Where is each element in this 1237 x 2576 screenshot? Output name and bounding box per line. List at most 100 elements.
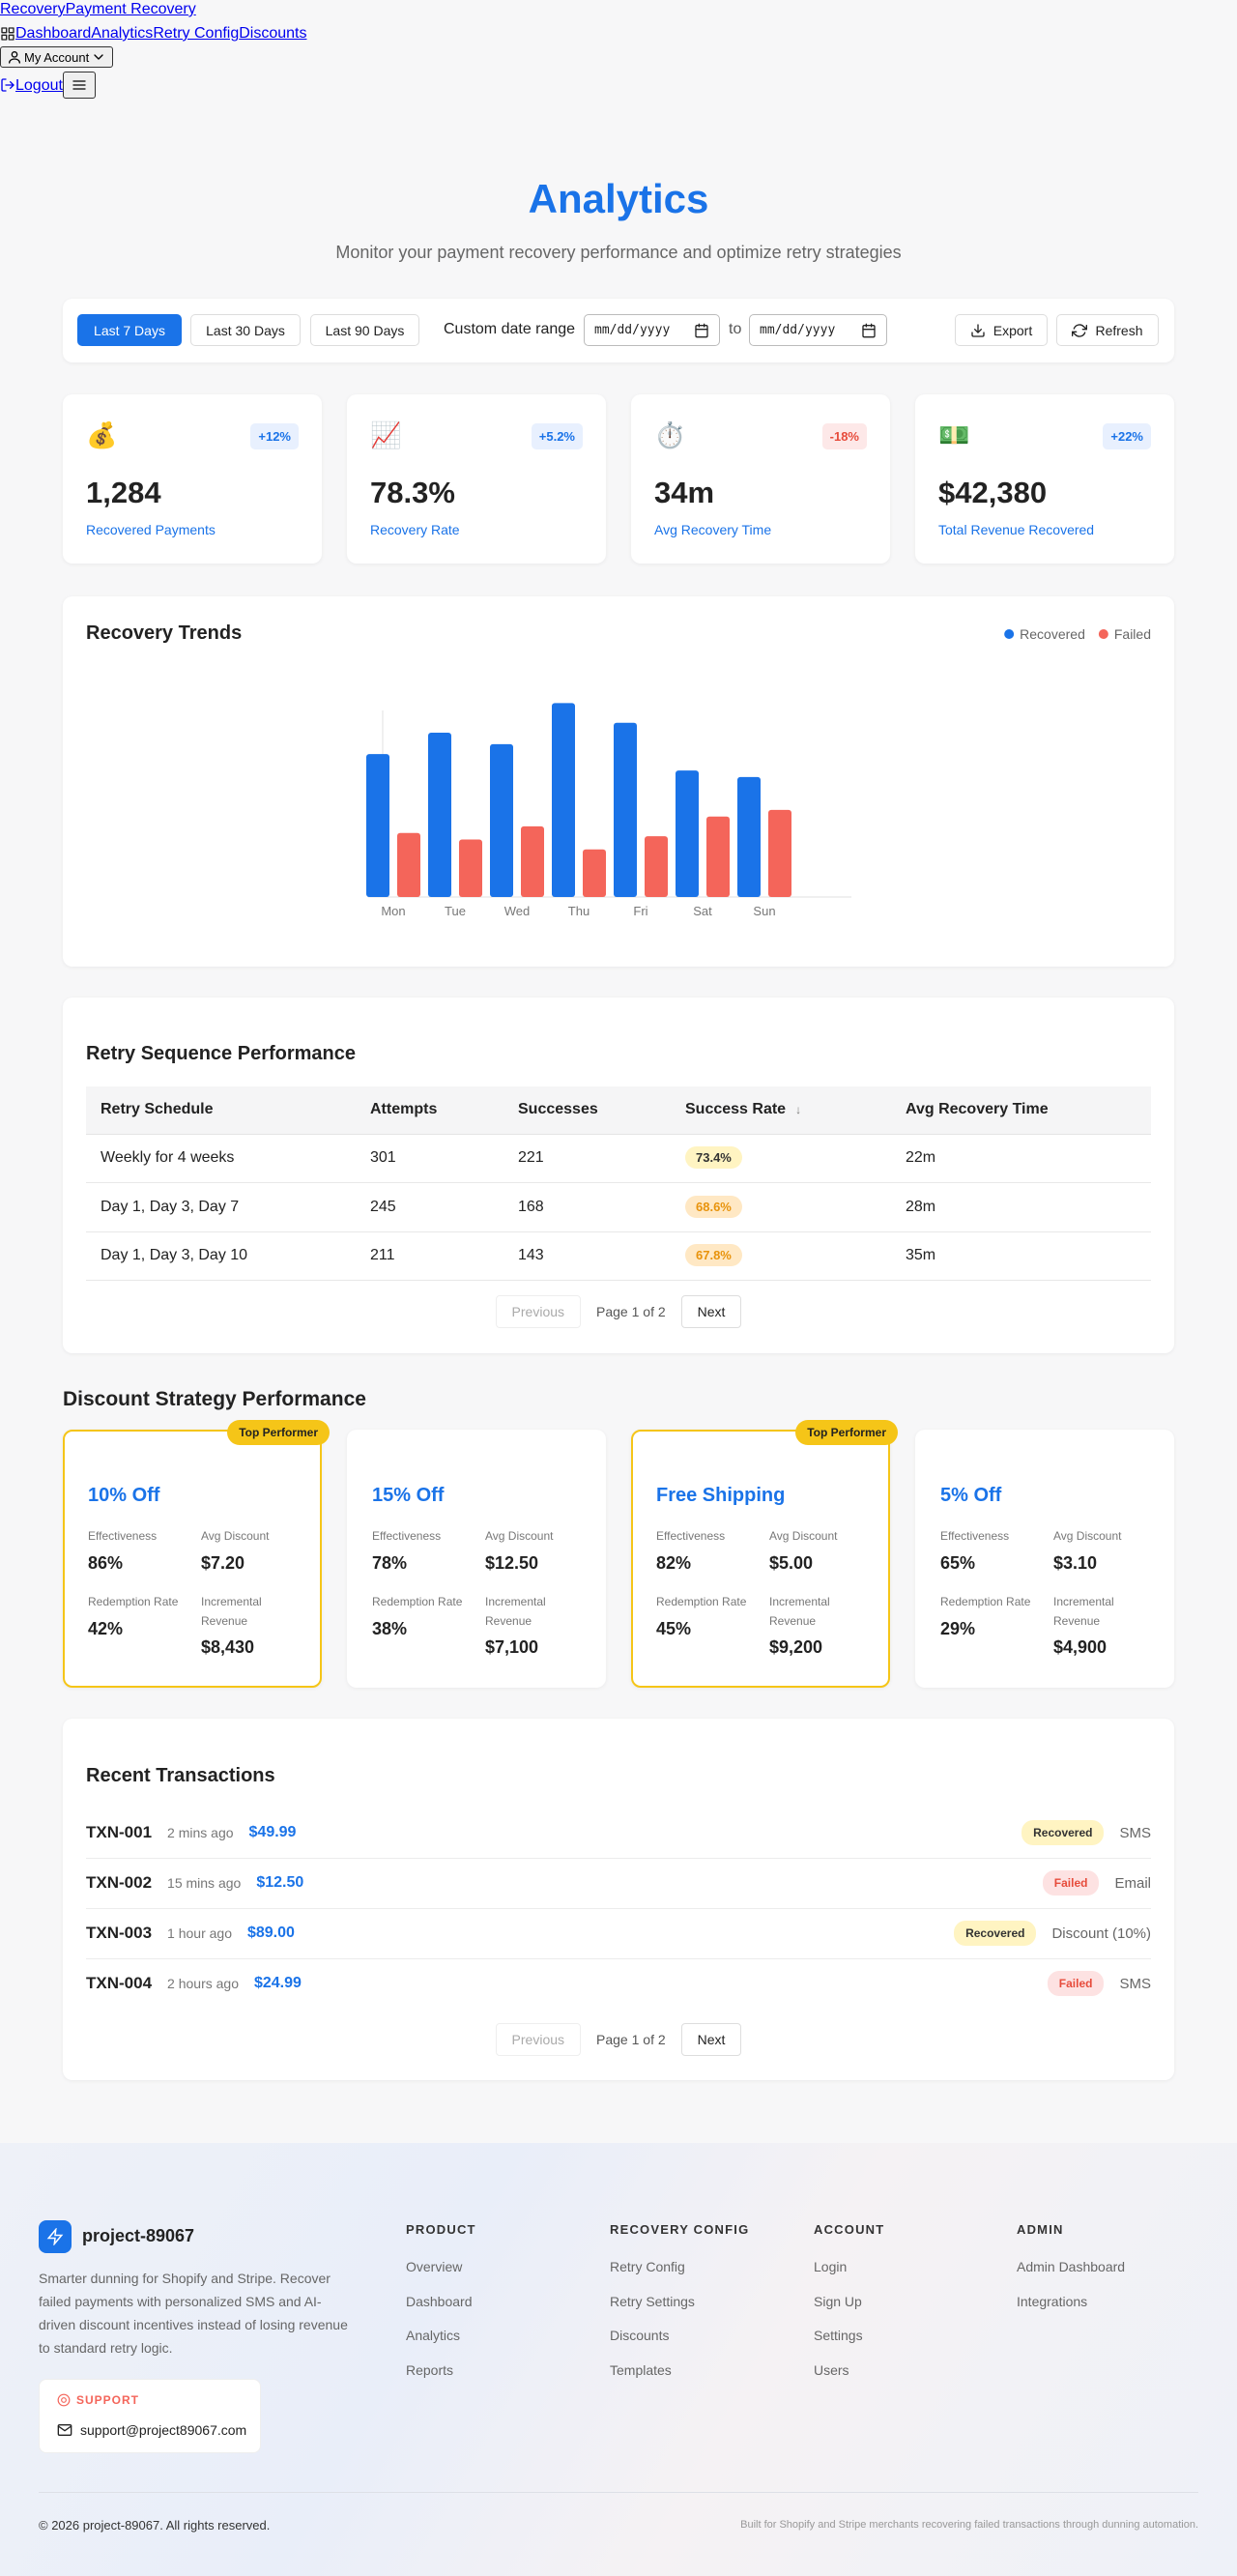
metric-value: 82% xyxy=(656,1553,692,1573)
date-input[interactable]: mm/dd/yyyy xyxy=(584,314,720,346)
transaction-amount: $49.99 xyxy=(248,1824,297,1840)
calendar-icon xyxy=(861,323,877,338)
card: 📈 +5.2% 78.3% Recovery Rate xyxy=(347,394,606,564)
footer-link[interactable]: Reports xyxy=(406,2361,454,2378)
footer-link[interactable]: Login xyxy=(814,2259,848,2274)
transaction-time: 1 hour ago xyxy=(167,1925,232,1941)
icon-part xyxy=(57,2393,71,2407)
column-header: Successes xyxy=(518,1101,598,1118)
footer-link[interactable]: Discounts xyxy=(610,2328,670,2343)
x-tick-label: Sat xyxy=(693,904,712,918)
date-input[interactable]: mm/dd/yyyy xyxy=(749,314,887,346)
icon-part xyxy=(9,51,20,64)
stat-icon: 💰 xyxy=(86,421,118,450)
menu-button[interactable] xyxy=(62,72,96,99)
legend-swatch xyxy=(1098,629,1108,639)
sort-indicator[interactable]: ↓ xyxy=(795,1103,802,1116)
footer-link[interactable]: Retry Settings xyxy=(610,2293,695,2309)
pagination: Previous Page 1 of 2 Next xyxy=(63,1295,1174,1328)
footer-link[interactable]: Dashboard xyxy=(406,2293,473,2309)
table-cell: 211 xyxy=(370,1247,395,1263)
stat-label: Total Revenue Recovered xyxy=(938,522,1095,537)
download-icon xyxy=(970,323,986,338)
footer-link[interactable]: Overview xyxy=(406,2259,463,2274)
discount-name: 15% Off xyxy=(372,1485,445,1506)
footer-link[interactable]: Admin Dashboard xyxy=(1017,2259,1126,2274)
metric-value: 29% xyxy=(940,1619,976,1638)
footer-link[interactable]: Templates xyxy=(610,2361,672,2378)
bar xyxy=(645,836,668,897)
account-label: My Account xyxy=(24,49,90,65)
icon-part xyxy=(72,80,86,90)
stat-value: 78.3% xyxy=(370,476,455,509)
footer-column-title: ACCOUNT xyxy=(814,2222,885,2237)
footer-link[interactable]: Users xyxy=(814,2361,849,2378)
user-icon xyxy=(7,49,22,65)
card: 💵 +22% $42,380 Total Revenue Recovered xyxy=(915,394,1174,564)
footer-link[interactable]: Settings xyxy=(814,2328,863,2343)
icon-part xyxy=(1,26,8,33)
export-label: Export xyxy=(992,322,1033,338)
metric-value: $5.00 xyxy=(769,1553,814,1573)
footer-link[interactable]: Retry Config xyxy=(610,2259,685,2274)
transaction-row: TXN-001 2 mins ago $49.99 Recovered SMS xyxy=(86,1808,1151,1859)
support-email[interactable]: support@project89067.com xyxy=(80,2422,247,2438)
metric-label: Effectiveness xyxy=(88,1529,158,1543)
card: Last 7 Days Last 30 Days Last 90 Days Custo… xyxy=(63,299,1174,362)
brand-link[interactable]: Recovery xyxy=(0,1,66,17)
table-row: Day 1, Day 3, Day 7 245 168 68.6% 28m xyxy=(86,1183,1151,1232)
metric-label: Incremental Revenue xyxy=(1053,1595,1114,1628)
range-button[interactable]: Last 30 Days xyxy=(190,314,301,346)
next-button[interactable]: Next xyxy=(680,2023,742,2056)
icon-part xyxy=(46,2228,64,2245)
range-button[interactable]: Last 90 Days xyxy=(310,314,419,346)
metric-label: Effectiveness xyxy=(940,1529,1010,1543)
transaction-info: TXN-004 2 hours ago $24.99 xyxy=(86,1974,302,1993)
table-row: Day 1, Day 3, Day 10 211 143 67.8% 35m xyxy=(86,1231,1151,1281)
nav-link[interactable]: Retry Config xyxy=(153,25,240,42)
column-header: Avg Recovery Time xyxy=(906,1101,1049,1118)
metric-label: Incremental Revenue xyxy=(201,1595,262,1628)
top-nav: RecoveryPayment Recovery Dashboard Analyti… xyxy=(0,0,306,99)
refresh-button[interactable]: Refresh xyxy=(1056,314,1159,346)
next-button[interactable]: Next xyxy=(680,1295,742,1328)
footer-link[interactable]: Sign Up xyxy=(814,2293,862,2309)
icon-part xyxy=(862,323,876,330)
footer-column-title: RECOVERY CONFIG xyxy=(610,2222,750,2237)
transaction-time: 2 mins ago xyxy=(167,1825,234,1840)
table-row: Weekly for 4 weeks 301 221 73.4% 22m xyxy=(86,1134,1151,1183)
stat-label: Recovery Rate xyxy=(370,522,460,537)
stat-change: +12% xyxy=(250,423,299,449)
previous-button[interactable]: Previous xyxy=(495,1295,582,1328)
account-button[interactable]: My Account xyxy=(0,46,114,68)
x-tick-label: Fri xyxy=(633,904,647,918)
card: Recent Transactions TXN-001 2 mins ago $49.… xyxy=(63,1719,1174,2080)
footer-link[interactable]: Analytics xyxy=(406,2328,461,2343)
nav-link[interactable]: Discounts xyxy=(239,25,307,42)
nav-link[interactable]: Analytics xyxy=(91,25,154,42)
brand-row: RecoveryPayment Recovery xyxy=(0,0,306,18)
bar xyxy=(583,849,606,897)
icon-part xyxy=(1072,323,1088,337)
date-placeholder: mm/dd/yyyy xyxy=(760,323,836,337)
previous-button[interactable]: Previous xyxy=(495,2023,582,2056)
metric-value: $7.20 xyxy=(201,1553,245,1573)
copyright: © 2026 project-89067. All rights reserve… xyxy=(39,2518,271,2533)
footer-description: Smarter dunning for Shopify and Stripe. … xyxy=(39,2271,348,2356)
brand-tagline-link[interactable]: Payment Recovery xyxy=(65,1,196,17)
icon-part xyxy=(8,34,14,41)
range-button[interactable]: Last 7 Days xyxy=(77,314,182,346)
icon-part xyxy=(8,26,14,33)
export-button[interactable]: Export xyxy=(955,314,1048,346)
footer-link[interactable]: Integrations xyxy=(1017,2293,1088,2309)
logout-link[interactable]: Logout xyxy=(15,76,63,94)
table-title: Retry Sequence Performance xyxy=(86,1043,357,1064)
pagination: Previous Page 1 of 2 Next xyxy=(63,2023,1174,2056)
icon-part xyxy=(57,2424,72,2436)
status-badge: Recovered xyxy=(954,1921,1037,1946)
nav-link[interactable]: Dashboard xyxy=(15,25,92,42)
transaction-id: TXN-001 xyxy=(86,1823,153,1841)
transaction-id: TXN-004 xyxy=(86,1974,153,1992)
